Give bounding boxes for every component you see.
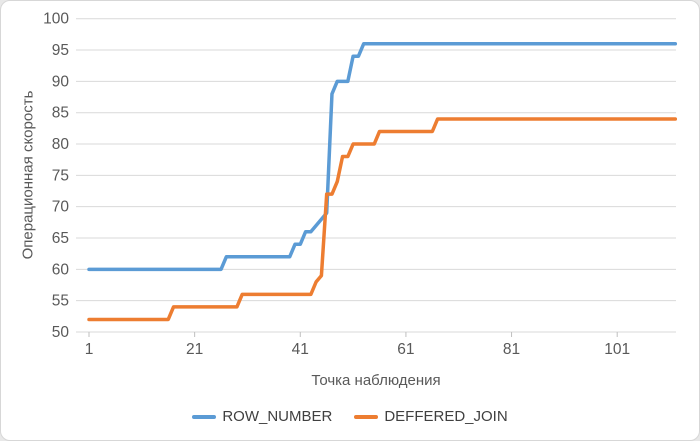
legend-marker-icon — [354, 414, 379, 419]
x-tick-label: 61 — [397, 341, 414, 358]
y-tick-label: 70 — [52, 199, 70, 216]
x-tick-label: 1 — [85, 341, 94, 358]
y-tick-label: 95 — [52, 42, 69, 59]
y-tick-label: 50 — [52, 324, 70, 341]
y-tick-label: 90 — [52, 73, 70, 90]
x-axis-title: Точка наблюдения — [311, 372, 441, 389]
y-tick-label: 55 — [52, 293, 69, 310]
y-axis-title: Операционная скорость — [19, 90, 37, 260]
x-tick-label: 41 — [292, 341, 309, 358]
y-tick-label: 80 — [52, 136, 70, 153]
legend-label: DEFFERED_JOIN — [384, 408, 508, 425]
x-tick-label: 101 — [604, 341, 630, 358]
legend: ROW_NUMBER DEFFERED_JOIN — [1, 408, 699, 425]
legend-item-row-number: ROW_NUMBER — [192, 408, 332, 425]
series-line-row_number — [87, 42, 678, 272]
legend-label: ROW_NUMBER — [222, 408, 333, 425]
y-tick-label: 85 — [52, 105, 69, 122]
x-tick-label: 21 — [186, 341, 203, 358]
y-tick-label: 65 — [52, 230, 69, 247]
series-line-deffered_join — [87, 117, 678, 322]
y-tick-label: 100 — [43, 11, 69, 28]
legend-item-deffered-join: DEFFERED_JOIN — [354, 408, 508, 425]
y-tick-label: 75 — [52, 167, 69, 184]
legend-marker-icon — [192, 414, 217, 419]
y-tick-label: 60 — [52, 261, 70, 278]
x-tick-label: 81 — [503, 341, 520, 358]
